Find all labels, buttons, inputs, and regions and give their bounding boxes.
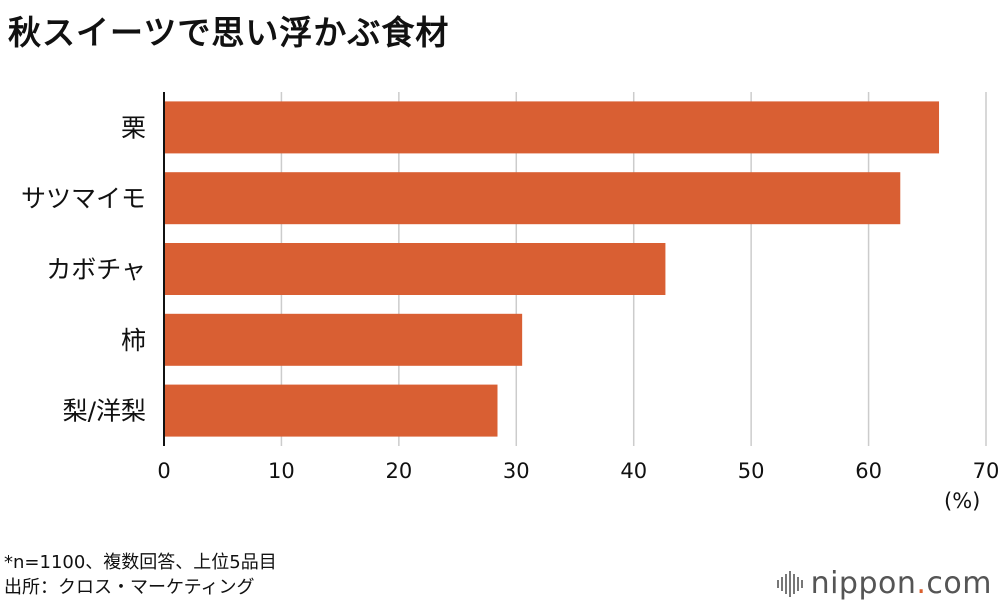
bar-2 — [164, 243, 666, 295]
x-tick-label: 50 — [738, 459, 765, 483]
bar-4 — [164, 384, 498, 437]
bar-3 — [164, 313, 523, 366]
nippon-logo: nippon.com — [776, 566, 992, 601]
x-tick-label: 20 — [385, 459, 412, 483]
logo-mark-icon — [776, 570, 803, 597]
bar-1 — [164, 172, 901, 225]
x-tick-label: 0 — [157, 459, 170, 483]
sample-note: *n=1100、複数回答、上位5品目 — [4, 552, 277, 573]
x-tick-label: 40 — [620, 459, 647, 483]
category-label: 梨/洋梨 — [63, 397, 146, 426]
category-label: 柿 — [121, 326, 146, 355]
x-tick-labels: 0 10 20 30 40 50 60 70 — [157, 459, 999, 483]
category-label: サツマイモ — [21, 184, 146, 213]
chart-title: 秋スイーツで思い浮かぶ食材 — [8, 13, 450, 52]
source-note: 出所：クロス・マーケティング — [4, 577, 255, 598]
bar-0 — [164, 101, 940, 154]
category-label: カボチャ — [46, 255, 146, 284]
bars — [164, 101, 940, 437]
logo-text: nippon.com — [810, 566, 992, 601]
x-tick-label: 10 — [268, 459, 295, 483]
x-tick-label: 70 — [973, 459, 1000, 483]
category-label: 栗 — [121, 113, 146, 142]
x-axis-unit: (%) — [944, 489, 981, 513]
x-tick-label: 30 — [503, 459, 530, 483]
x-tick-label: 60 — [855, 459, 882, 483]
